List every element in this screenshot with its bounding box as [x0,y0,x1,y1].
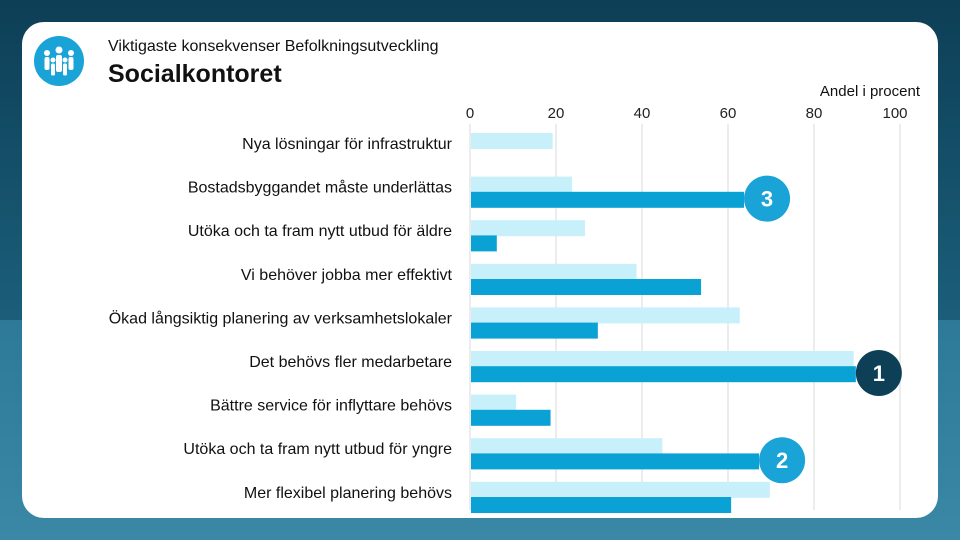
rank-badge-label: 2 [776,448,788,473]
bar-light [471,351,854,367]
category-label: Bättre service för inflyttare behövs [210,398,452,415]
bar-light [471,133,553,149]
rank-badge: 3 [744,175,791,222]
bar-dark [471,235,497,252]
category-label: Bostadsbyggandet måste underlättas [188,179,452,197]
bar-dark [471,366,856,383]
bar-dark [471,409,551,426]
bar-dark [471,497,732,513]
category-label: Mer flexibel planering behövs [244,485,452,502]
rank-badge-circle [855,350,902,396]
axis-unit-label: Andel i procent [819,83,920,100]
rank-badge-label: 1 [873,361,885,386]
category-label: Utöka och ta fram nytt utbud för äldre [188,223,452,240]
category-label: Nya lösningar för infrastruktur [242,136,453,153]
x-tick-label: 60 [720,105,737,122]
category-label: Utöka och ta fram nytt utbud för yngre [183,441,452,458]
rank-badge-circle [759,437,806,484]
bar-light [471,438,663,455]
page-subtitle: Viktigaste konsekvenser Befolkningsutvec… [108,38,439,55]
x-tick-label: 0 [466,105,474,122]
x-tick-label: 100 [882,105,907,122]
rank-badge-circle [744,175,791,222]
bar-light [471,394,517,411]
x-tick-label: 40 [634,105,651,122]
bar-light [471,307,740,324]
people-group-icon [44,46,74,76]
rank-badge: 2 [759,437,806,484]
bar-light [471,263,637,280]
x-tick-label: 20 [548,105,565,122]
page-title: Socialkontoret [108,60,282,88]
rank-badge: 1 [855,350,902,396]
bar-dark [471,191,745,208]
logo [34,36,84,86]
bar-light [471,176,573,193]
bar-dark [471,322,598,339]
rank-badge-label: 3 [761,187,773,212]
category-label: Ökad långsiktig planering av verksamhets… [109,309,453,327]
bar-dark [471,279,702,295]
bar-light [471,481,770,498]
category-label: Vi behöver jobba mer effektivt [241,267,453,284]
x-tick-label: 80 [806,105,823,122]
category-label: Det behövs fler medarbetare [249,354,452,371]
bar-dark [471,453,760,470]
bar-light [471,220,585,237]
